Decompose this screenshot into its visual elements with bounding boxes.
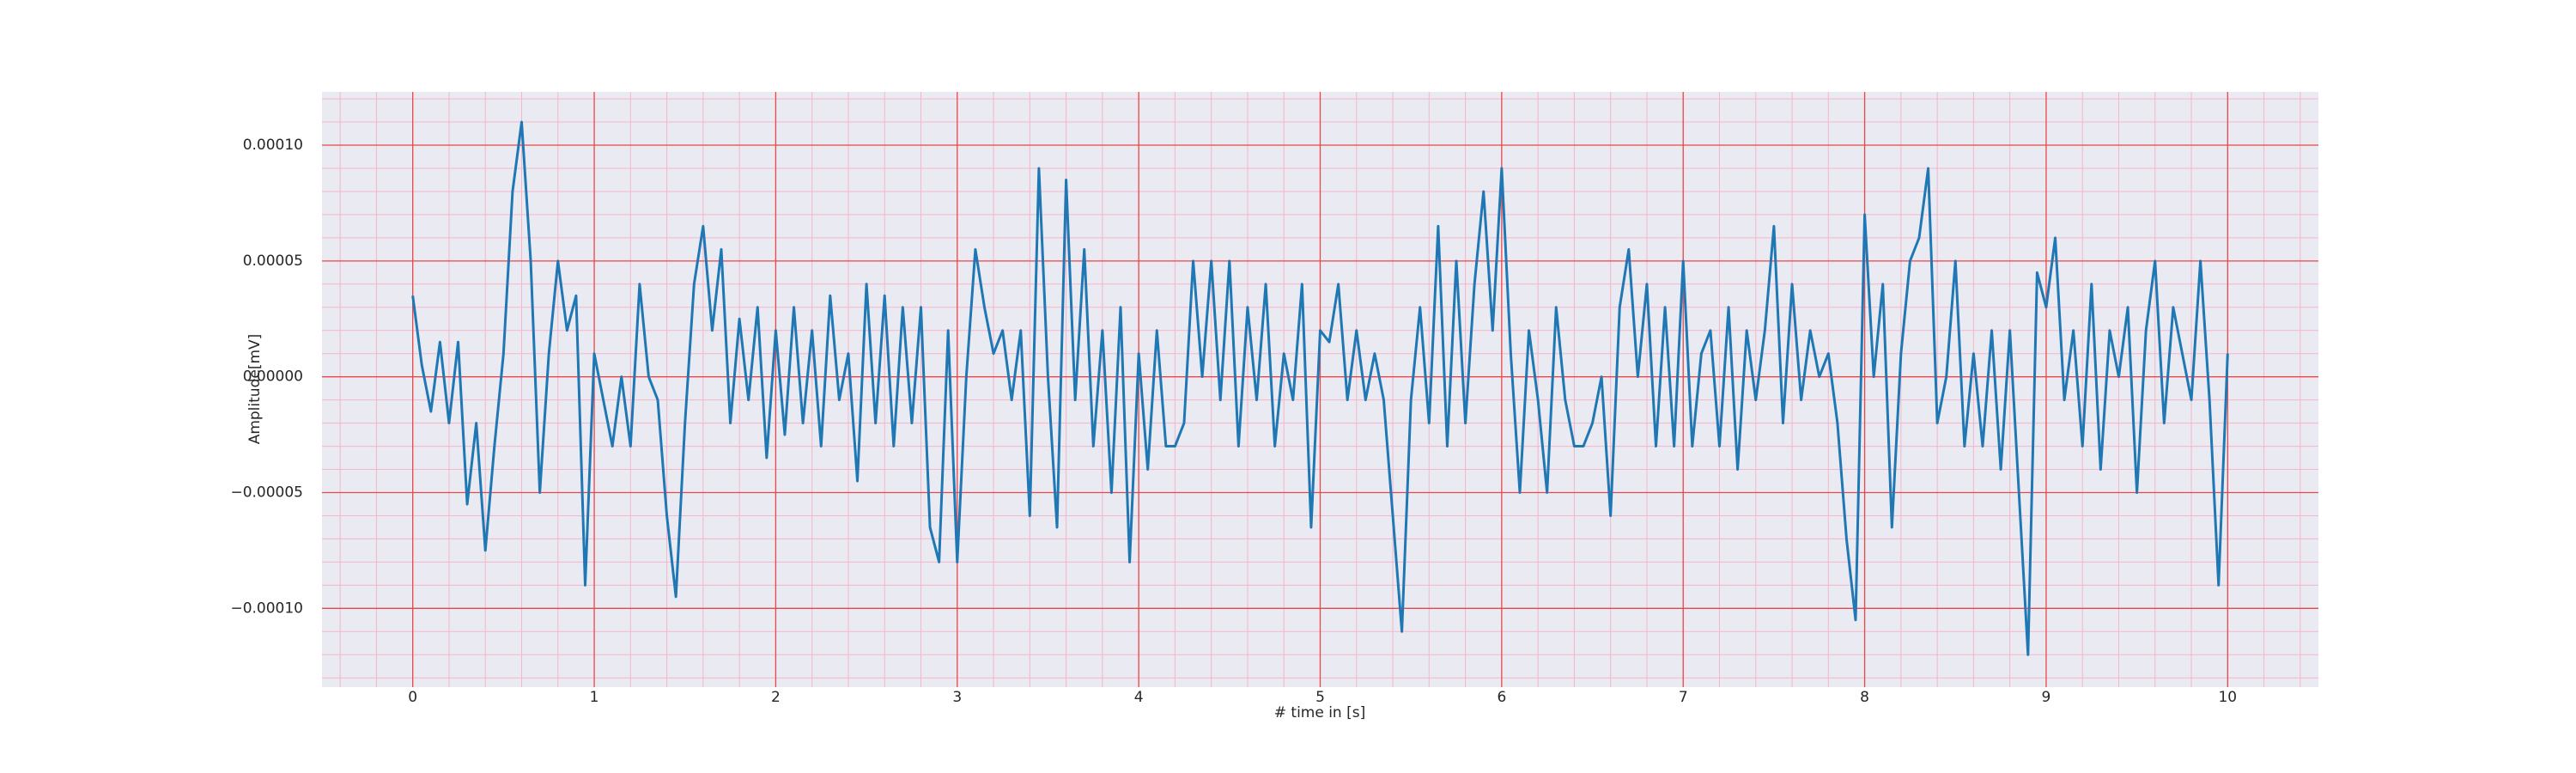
x-tick-label: 9 [2042, 689, 2051, 706]
y-tick-label: 0.00000 [243, 368, 303, 386]
x-axis-label: # time in [s] [1274, 704, 1365, 721]
grid [322, 92, 2318, 687]
marks [411, 120, 2229, 656]
labels: 0 1 2 3 4 5 6 7 8 9 10 −0.00010 −0.00005 0.00000 0.000… [230, 137, 2237, 706]
x-tick-label: 7 [1679, 689, 1688, 706]
x-tick-label: 5 [1315, 689, 1325, 706]
y-axis-label: Amplitude[mV] [246, 334, 264, 445]
x-tick-label: 8 [1860, 689, 1869, 706]
y-tick-label: −0.00010 [230, 600, 303, 617]
x-tick-label: 3 [952, 689, 962, 706]
x-tick-label: 4 [1134, 689, 1144, 706]
x-tick-label: 2 [771, 689, 781, 706]
x-tick-label: 0 [408, 689, 417, 706]
x-tick-label: 10 [2218, 689, 2237, 706]
signal-line [411, 120, 2229, 656]
x-tick-label: 6 [1497, 689, 1506, 706]
x-tick-label: 1 [590, 689, 599, 706]
y-tick-label: 0.00010 [243, 137, 303, 154]
y-tick-label: −0.00005 [230, 484, 303, 501]
y-tick-label: 0.00005 [243, 253, 303, 270]
